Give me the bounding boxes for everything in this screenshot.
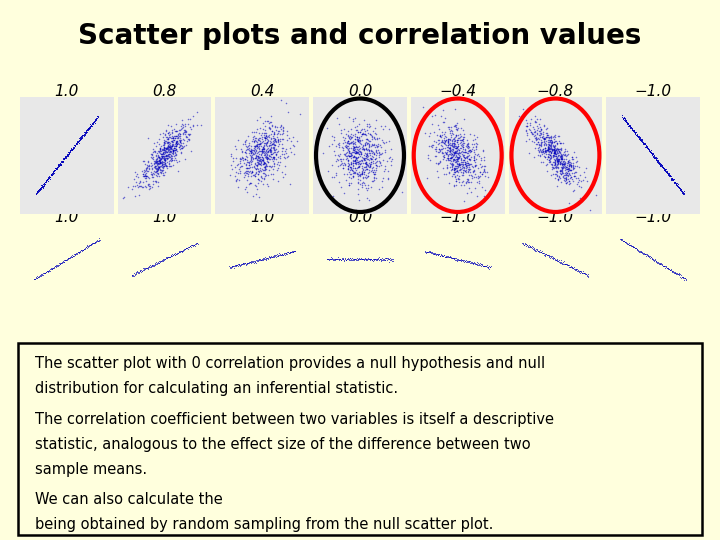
Text: being obtained by random sampling from the null scatter plot.: being obtained by random sampling from t… xyxy=(35,517,493,532)
Text: statistic, analogous to the effect size of the difference between two: statistic, analogous to the effect size … xyxy=(35,437,531,452)
Text: sample means.: sample means. xyxy=(35,462,147,477)
Text: −1.0: −1.0 xyxy=(634,84,672,99)
Text: −1.0: −1.0 xyxy=(439,210,476,225)
Text: Scatter plots and correlation values: Scatter plots and correlation values xyxy=(78,23,642,50)
Text: 0.0: 0.0 xyxy=(348,210,372,225)
Text: −1.0: −1.0 xyxy=(634,210,672,225)
Text: We can also calculate the: We can also calculate the xyxy=(35,492,228,508)
Text: 0.4: 0.4 xyxy=(250,84,274,99)
Text: 1.0: 1.0 xyxy=(55,84,79,99)
Text: 0.8: 0.8 xyxy=(153,84,176,99)
Text: The correlation coefficient between two variables is itself a descriptive: The correlation coefficient between two … xyxy=(35,412,554,427)
Text: 1.0: 1.0 xyxy=(250,210,274,225)
Text: 1.0: 1.0 xyxy=(55,210,79,225)
Text: −0.4: −0.4 xyxy=(439,84,476,99)
Text: 1.0: 1.0 xyxy=(153,210,176,225)
Text: 0.0: 0.0 xyxy=(348,84,372,99)
Text: The scatter plot with 0 correlation provides a null hypothesis and null: The scatter plot with 0 correlation prov… xyxy=(35,356,545,372)
Text: distribution for calculating an inferential statistic.: distribution for calculating an inferent… xyxy=(35,381,398,396)
Text: −0.8: −0.8 xyxy=(537,84,574,99)
Text: −1.0: −1.0 xyxy=(537,210,574,225)
